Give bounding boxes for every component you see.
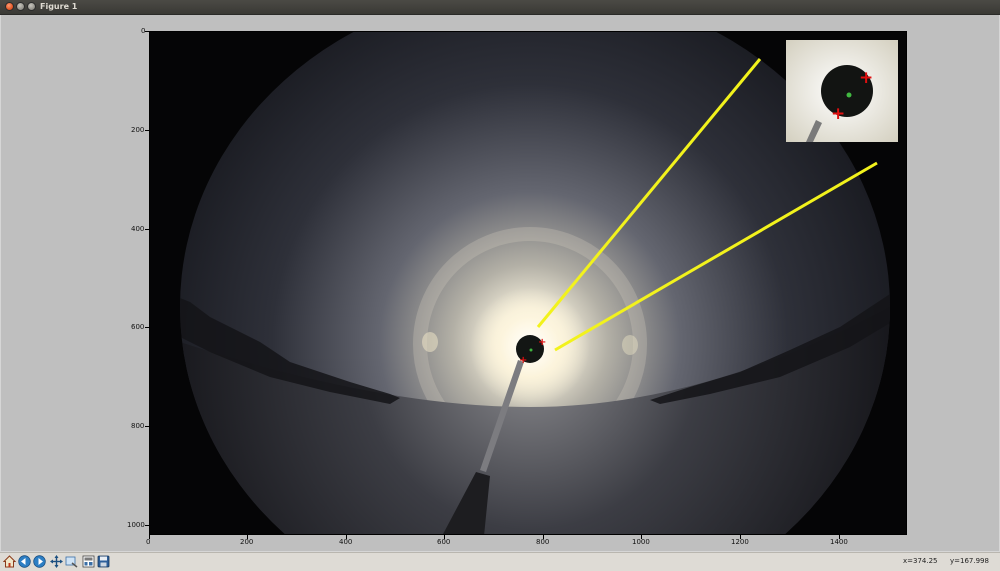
ytick-mark [145,525,149,526]
ytick-label: 600 [131,323,145,331]
ytick-label: 0 [141,27,146,35]
window-title: Figure 1 [40,2,78,11]
xtick-label: 0 [146,538,151,546]
marker-lower: + [519,355,527,366]
maximize-window-button[interactable] [27,2,36,11]
ytick-mark [145,426,149,427]
x-coordinate-readout: x=374.25 [903,557,938,565]
svg-text:+: + [831,104,845,124]
xtick-label: 600 [437,538,451,546]
pan-icon [50,555,63,568]
xtick-mark [641,535,642,539]
ytick-mark [145,31,149,32]
ytick-label: 200 [131,126,145,134]
xtick-label: 1400 [830,538,848,546]
xtick-mark [247,535,248,539]
forward-button[interactable] [33,555,46,568]
svg-text:+: + [859,68,873,88]
pan-button[interactable] [50,555,63,568]
ytick-label: 400 [131,225,145,233]
marker-upper: + [538,337,546,348]
minimize-window-button[interactable] [16,2,25,11]
xtick-mark [149,535,150,539]
subplots-icon [82,555,95,568]
image-axes[interactable]: + + + + [149,31,907,535]
ytick-mark [145,229,149,230]
ytick-label: 800 [131,422,145,430]
ytick-label: 1000 [127,521,145,529]
xtick-label: 800 [536,538,550,546]
subplots-button[interactable] [82,555,95,568]
inset-zoom: + + [786,40,898,142]
close-window-button[interactable] [5,2,14,11]
ytick-mark [145,327,149,328]
home-button[interactable] [3,555,16,568]
back-icon [18,555,31,568]
window-titlebar: Figure 1 [0,0,1000,15]
xtick-label: 1000 [632,538,650,546]
pointer-line-lower [554,161,878,352]
zoom-icon [65,556,78,568]
halo-photo: + + + + [180,32,898,534]
back-button[interactable] [18,555,31,568]
xtick-mark [346,535,347,539]
zoom-button[interactable] [65,555,78,568]
xtick-label: 1200 [731,538,749,546]
xtick-mark [543,535,544,539]
xtick-mark [740,535,741,539]
xtick-mark [839,535,840,539]
forward-icon [33,555,46,568]
save-icon [97,555,110,568]
save-button[interactable] [97,555,110,568]
ytick-mark [145,130,149,131]
home-icon [3,555,16,568]
xtick-label: 200 [240,538,254,546]
y-coordinate-readout: y=167.998 [950,557,989,565]
xtick-mark [444,535,445,539]
navigation-toolbar: x=374.25 y=167.998 [0,552,1000,571]
pointer-line-upper [536,58,762,328]
xtick-label: 400 [339,538,353,546]
